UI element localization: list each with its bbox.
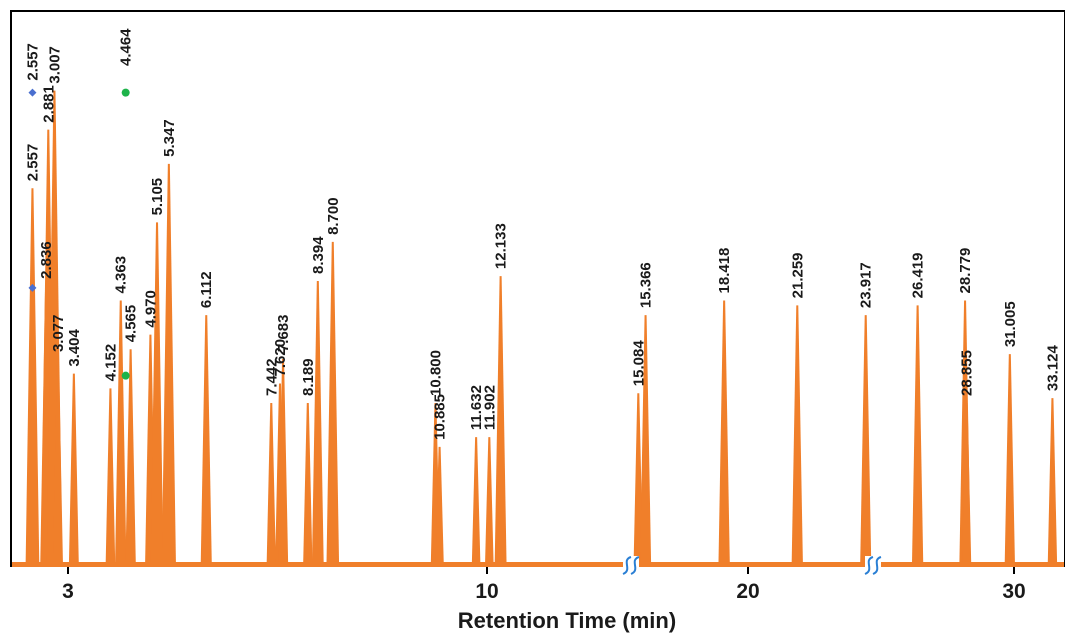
peak-0 <box>25 188 40 566</box>
peak-label-22: 11.902 <box>481 385 498 430</box>
peak-8 <box>125 349 136 565</box>
axis-break-1 <box>864 556 882 575</box>
peak-label-31: 28.855 <box>959 350 976 396</box>
x-axis-title: Retention Time (min) <box>458 608 676 633</box>
x-ticks-layer: 3 10 20 30 <box>62 567 1026 603</box>
peak-label-11: 5.347 <box>161 119 178 157</box>
peak-label-23: 12.133 <box>493 223 510 269</box>
peak-6 <box>105 388 116 565</box>
peak-label-0: 2.557 <box>24 144 41 182</box>
peak-label-33: 33.124 <box>1044 345 1061 392</box>
peak-label-27: 21.259 <box>789 252 806 298</box>
peak-5 <box>68 373 79 565</box>
peak-label-12: 6.112 <box>198 271 215 308</box>
peak-label-25: 15.366 <box>638 262 655 308</box>
peak-label-21: 11.632 <box>468 385 485 430</box>
peak-4 <box>52 359 63 565</box>
peak-29 <box>911 305 924 565</box>
x-tick-label-3: 30 <box>1002 580 1025 603</box>
circle-marker-3 <box>121 371 130 380</box>
peak-label-13: 7.442 <box>263 358 280 396</box>
peak-label-16: 8.189 <box>300 358 317 396</box>
x-tick-label-1: 10 <box>475 580 498 603</box>
peak-label-26: 18.418 <box>716 248 733 294</box>
peak-label-17: 8.394 <box>310 236 327 274</box>
peak-10 <box>150 222 164 565</box>
peak-24 <box>633 393 644 565</box>
axis-breaks-layer <box>622 556 882 575</box>
peaks-layer <box>25 90 1058 566</box>
peak-21 <box>471 437 481 565</box>
peak-label-19: 10.800 <box>427 350 444 396</box>
peak-label-18: 8.700 <box>325 197 342 235</box>
peak-label-32: 31.005 <box>1002 301 1019 347</box>
x-tick-label-0: 3 <box>62 580 74 603</box>
peak-23 <box>494 276 507 565</box>
extra-peak-label-1: 4.464 <box>118 28 135 66</box>
peak-32 <box>1004 354 1015 565</box>
peak-label-15: 7.683 <box>275 314 292 352</box>
peak-label-7: 4.363 <box>113 256 130 294</box>
peak-label-1: 2.836 <box>38 241 55 279</box>
peak-13 <box>266 402 276 565</box>
peak-label-30: 28.779 <box>957 248 974 294</box>
peak-33 <box>1047 398 1058 565</box>
peak-label-6: 4.152 <box>102 344 119 382</box>
peak-17 <box>311 280 324 565</box>
peak-label-10: 5.105 <box>149 178 166 216</box>
peak-label-29: 26.419 <box>910 252 927 298</box>
peak-26 <box>718 300 730 565</box>
baseline <box>12 562 1064 567</box>
peak-27 <box>791 305 803 565</box>
peak-12 <box>200 315 212 565</box>
peak-label-4: 3.077 <box>50 314 67 352</box>
markers-layer <box>28 88 130 380</box>
peak-label-8: 4.565 <box>123 305 140 343</box>
diamond-marker-0 <box>28 88 37 97</box>
peak-label-24: 15.084 <box>630 340 647 387</box>
x-tick-label-2: 20 <box>736 580 759 603</box>
peak-28 <box>860 315 872 565</box>
peak-label-9: 4.970 <box>142 290 159 328</box>
extra-peak-label-0: 2.557 <box>24 43 41 81</box>
peak-label-14: 7.620 <box>272 339 289 377</box>
peak-18 <box>326 241 340 566</box>
peak-label-20: 10.885 <box>432 394 449 440</box>
peak-20 <box>435 446 444 565</box>
peak-label-3: 3.007 <box>46 46 63 84</box>
peak-31 <box>961 402 972 565</box>
peak-11 <box>161 163 176 565</box>
diamond-marker-1 <box>28 283 37 292</box>
peak-16 <box>303 402 313 565</box>
peak-label-2: 2.881 <box>40 85 57 123</box>
peak-label-28: 23.917 <box>858 262 875 308</box>
peak-22 <box>485 437 494 565</box>
axis-break-0 <box>622 556 640 575</box>
circle-marker-2 <box>121 88 130 97</box>
peak-25 <box>640 315 652 565</box>
peak-label-5: 3.404 <box>66 328 83 366</box>
peak-15 <box>277 359 289 565</box>
peak-7 <box>115 300 127 565</box>
